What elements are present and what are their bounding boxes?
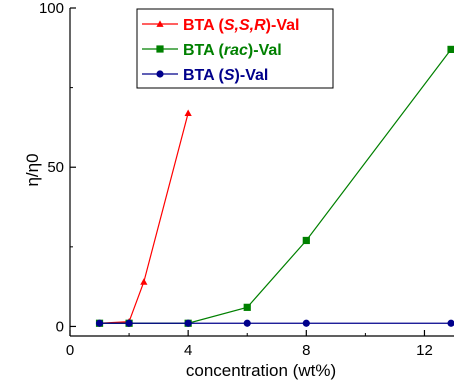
- data-point: [302, 236, 310, 245]
- data-point: [95, 319, 104, 327]
- x-tick-label: 0: [66, 342, 74, 359]
- data-point: [184, 109, 192, 116]
- series-layer: [95, 45, 454, 327]
- series-line: [99, 112, 189, 324]
- data-point: [140, 278, 148, 285]
- legend-label: BTA (S)-Val: [183, 67, 268, 84]
- plot-frame: [69, 8, 454, 337]
- legend-marker: [156, 20, 164, 27]
- legend-label-suffix: )-Val: [235, 67, 269, 84]
- legend-label-prefix: BTA (: [183, 17, 225, 34]
- legend-label: BTA (rac)-Val: [183, 42, 282, 59]
- x-tick-label: 12: [416, 342, 433, 359]
- legend-label-italic: S,S,R: [224, 17, 266, 34]
- series-3: [95, 319, 454, 327]
- legend-marker: [156, 45, 164, 53]
- y-axis: 0 50 100: [39, 0, 76, 335]
- series-line: [99, 49, 452, 324]
- legend-label-italic: rac: [224, 42, 248, 59]
- x-tick-label: 8: [302, 342, 310, 359]
- y-tick-label: 0: [56, 318, 64, 335]
- legend-label-prefix: BTA (: [183, 67, 225, 84]
- x-axis-label: concentration (wt%): [186, 361, 336, 380]
- data-point: [447, 319, 454, 327]
- legend-label-suffix: )-Val: [248, 42, 282, 59]
- data-point: [447, 45, 454, 53]
- data-point: [125, 319, 133, 327]
- legend-item-3: BTA (S)-Val: [142, 67, 268, 84]
- legend-item-2: BTA (rac)-Val: [142, 42, 282, 59]
- y-tick-label: 50: [47, 159, 64, 176]
- x-tick-label: 4: [184, 342, 192, 359]
- x-axis: 0 4 8 12: [66, 330, 433, 359]
- legend-label-prefix: BTA (: [183, 42, 225, 59]
- data-point: [243, 319, 251, 327]
- y-axis-label: η/η0: [23, 153, 42, 186]
- data-point: [184, 319, 192, 327]
- y-tick-label: 100: [39, 0, 64, 17]
- legend-item-1: BTA (S,S,R)-Val: [142, 17, 299, 34]
- data-point: [243, 303, 251, 311]
- legend-marker: [156, 70, 164, 78]
- legend-label-suffix: )-Val: [266, 17, 300, 34]
- data-point: [302, 319, 310, 327]
- series-1: [95, 109, 192, 327]
- legend-label: BTA (S,S,R)-Val: [183, 17, 299, 34]
- legend-label-italic: S: [224, 67, 235, 84]
